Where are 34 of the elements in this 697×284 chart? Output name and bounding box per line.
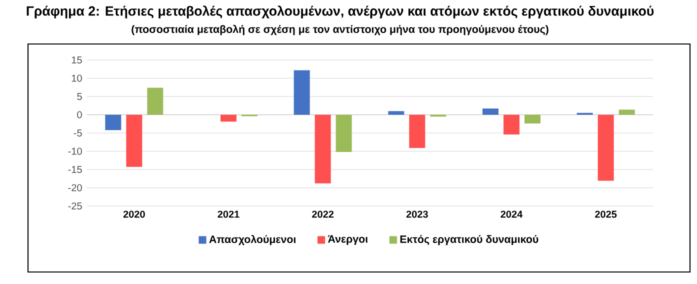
y-tick-label: -5: [74, 130, 82, 136]
x-tick-label: 2023: [406, 210, 428, 218]
x-tick-label: 2022: [312, 210, 334, 218]
y-tick-label: -20: [68, 184, 82, 192]
bar: [409, 114, 426, 148]
bar: [598, 114, 614, 181]
legend-label: Απασχολούμενοι: [209, 234, 296, 246]
bar: [503, 114, 520, 134]
chart-subtitle: (ποσοστιαία μεταβολή σε σχέση με τον αντίστοιχο μήνα του προηγούμενου έτους): [132, 24, 548, 36]
bar: [524, 114, 540, 124]
legend-label: Εκτός εργατικού δυναμικού: [400, 235, 538, 246]
bar: [126, 114, 142, 167]
y-tick-label: 5: [77, 93, 82, 100]
bar: [336, 114, 352, 152]
bar: [105, 114, 122, 130]
bar: [618, 110, 635, 115]
x-tick-label: 2025: [595, 210, 617, 218]
y-tick-label: -10: [68, 148, 82, 155]
legend-label: Άνεργοι: [328, 235, 368, 245]
bar: [147, 88, 164, 115]
x-tick-label: 2020: [123, 210, 145, 218]
y-tick-label: 10: [72, 74, 82, 82]
y-tick-label: -25: [68, 202, 82, 210]
chart-title: Γράφημα 2: Ετήσιες μεταβολές απασχολουμένων, ανέργων και ατόμων εκτός εργατικού δυναμικού: [26, 6, 654, 18]
bar: [314, 114, 331, 184]
y-tick-label: 0: [77, 111, 82, 118]
bar: [294, 70, 310, 115]
x-tick-label: 2021: [218, 210, 240, 218]
y-tick-label: 15: [72, 56, 82, 64]
bar: [388, 111, 404, 115]
x-tick-label: 2024: [500, 210, 523, 218]
bar: [482, 108, 498, 115]
bar: [220, 114, 236, 122]
y-tick-label: -15: [68, 166, 82, 173]
